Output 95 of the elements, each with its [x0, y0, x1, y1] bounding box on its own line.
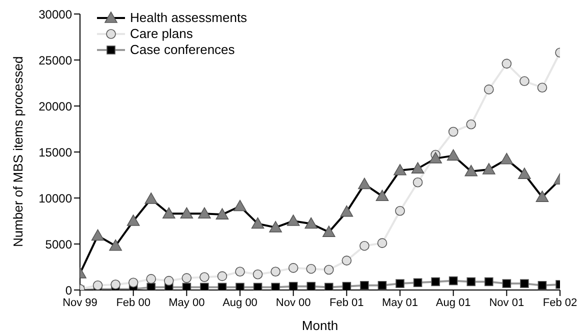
point — [358, 178, 371, 190]
point — [500, 152, 514, 164]
point — [446, 149, 460, 161]
point — [217, 271, 228, 282]
point — [538, 281, 547, 290]
point — [464, 164, 478, 176]
point — [502, 58, 512, 69]
point — [429, 152, 442, 164]
point — [271, 282, 280, 290]
y-axis-title: Number of MBS items processed — [10, 56, 26, 247]
point — [484, 277, 494, 286]
point — [253, 282, 262, 290]
y-tick-label: 20000 — [38, 99, 72, 114]
point — [288, 263, 298, 273]
point — [126, 214, 140, 226]
point — [286, 214, 300, 226]
point — [162, 207, 176, 219]
x-tick-label: Nov 00 — [276, 296, 311, 309]
legend-label: Case conferences — [130, 42, 235, 58]
point — [182, 273, 192, 283]
point — [252, 269, 263, 280]
point — [91, 229, 104, 241]
x-tick-label: Feb 02 — [542, 296, 578, 309]
point — [235, 266, 245, 276]
point — [342, 256, 352, 266]
point — [322, 226, 336, 237]
point — [448, 276, 458, 286]
point — [146, 274, 156, 284]
point — [466, 120, 476, 130]
point — [198, 207, 211, 219]
point — [448, 126, 458, 137]
point — [482, 163, 496, 174]
y-tick-label: 10000 — [38, 191, 72, 206]
point — [251, 217, 264, 229]
point — [306, 264, 316, 274]
point — [395, 206, 405, 216]
point — [200, 272, 210, 282]
point — [164, 276, 174, 286]
y-tick-label: 5000 — [45, 237, 72, 252]
x-tick-label: Aug 00 — [222, 296, 258, 309]
point — [324, 282, 334, 290]
point — [413, 278, 422, 288]
point — [396, 279, 404, 288]
legend-label: Health assessments — [130, 10, 248, 26]
point — [377, 238, 388, 248]
point — [342, 282, 352, 290]
point — [376, 190, 389, 202]
x-tick-label: Feb 01 — [330, 296, 364, 309]
point — [288, 282, 298, 290]
point — [109, 239, 122, 251]
point — [537, 82, 548, 92]
point — [412, 177, 423, 188]
point — [340, 205, 354, 217]
point — [360, 240, 370, 251]
point — [180, 207, 194, 219]
point — [146, 282, 156, 290]
y-tick-label: 0 — [65, 283, 72, 298]
point — [520, 279, 529, 288]
point — [324, 264, 334, 275]
point — [520, 76, 530, 86]
x-tick-label: Nov 01 — [489, 296, 524, 309]
x-tick-label: May 00 — [168, 296, 205, 309]
point — [200, 282, 209, 290]
point — [411, 162, 424, 174]
point — [360, 281, 369, 290]
point — [378, 281, 387, 290]
point — [304, 217, 318, 229]
point — [306, 282, 316, 290]
point — [518, 168, 531, 179]
x-tick-label: Nov 99 — [62, 296, 98, 309]
x-axis-title: Month — [302, 318, 338, 333]
point — [110, 280, 120, 290]
point — [144, 192, 158, 204]
point — [536, 190, 549, 202]
point — [394, 164, 406, 176]
point — [216, 208, 229, 220]
x-tick-label: Aug 01 — [436, 296, 471, 309]
point — [269, 221, 282, 232]
point — [484, 84, 494, 94]
point — [431, 277, 440, 286]
point — [466, 277, 476, 286]
point — [218, 282, 227, 290]
y-tick-label: 15000 — [38, 145, 72, 160]
point — [92, 280, 103, 290]
y-tick-label: 30000 — [38, 7, 72, 22]
y-tick-label: 25000 — [38, 53, 72, 68]
point — [236, 282, 244, 290]
x-tick-label: Feb 00 — [116, 296, 150, 309]
x-tick-label: May 01 — [382, 296, 418, 309]
legend-label: Care plans — [130, 26, 193, 42]
point — [234, 200, 246, 212]
point — [270, 266, 280, 276]
point — [128, 278, 138, 288]
point — [502, 279, 512, 288]
point — [182, 282, 192, 290]
